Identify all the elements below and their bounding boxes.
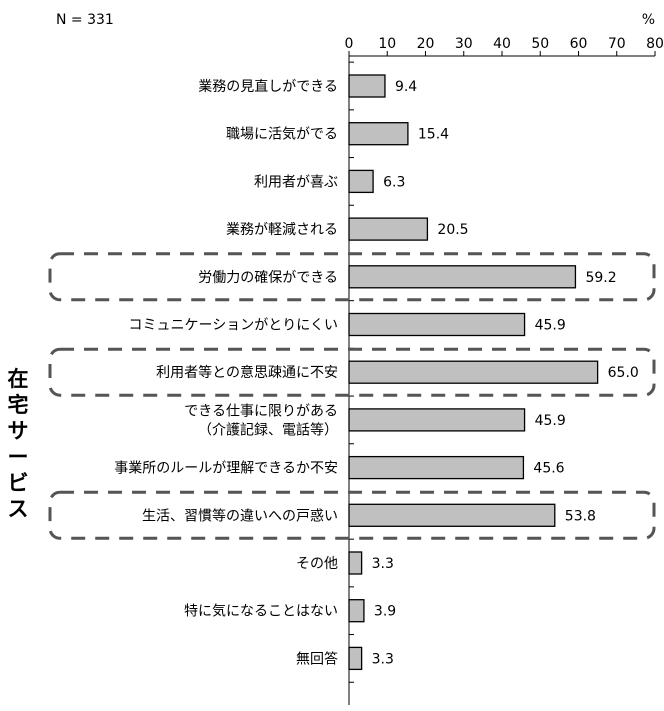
bar [348, 312, 526, 337]
bar [348, 74, 386, 98]
value-label: 6.3 [383, 174, 405, 190]
bar [348, 599, 365, 623]
bar [348, 360, 599, 384]
x-tick-label: 40 [493, 36, 511, 52]
x-tick-label: 70 [608, 36, 626, 52]
category-label: 利用者等との意思疎通に不安 [156, 364, 338, 381]
bar [348, 646, 363, 671]
value-label: 3.3 [372, 651, 394, 667]
value-label: 45.6 [533, 461, 564, 477]
category-label: コミュニケーションがとりにくい [129, 318, 338, 334]
x-tick-label: 30 [455, 36, 473, 52]
bar [348, 122, 409, 146]
x-tick-label: 0 [345, 36, 354, 52]
bar [348, 169, 374, 194]
value-label: 53.8 [565, 508, 596, 524]
bar [348, 551, 363, 575]
x-tick-label: 50 [531, 36, 549, 52]
category-group-label: 在宅サービス [7, 367, 29, 521]
sample-size-label: N = 331 [56, 12, 114, 28]
category-label: 事業所のルールが理解できるか不安 [114, 461, 338, 477]
category-label: 特に気になることはない [184, 604, 338, 620]
x-tick-label: 80 [646, 36, 664, 52]
category-label: 生活、習慣等の違いへの戸惑い [142, 507, 338, 524]
bar [348, 265, 577, 289]
value-label: 65.0 [608, 365, 639, 381]
category-label: その他 [296, 556, 338, 572]
highlight-box [48, 490, 656, 540]
value-label: 45.9 [535, 413, 566, 429]
x-tick-label: 10 [378, 36, 396, 52]
value-label: 20.5 [437, 222, 468, 238]
category-label: 職場に活気がでる [226, 127, 338, 143]
value-label: 3.3 [372, 556, 394, 572]
x-tick-label: 60 [570, 36, 588, 52]
category-label: 利用者が喜ぶ [254, 174, 338, 190]
value-label: 59.2 [585, 270, 616, 286]
highlight-box [48, 252, 656, 302]
category-label: 業務の見直しができる [198, 78, 338, 95]
bar [348, 217, 429, 241]
value-label: 15.4 [418, 127, 449, 143]
highlight-box [48, 347, 656, 397]
x-tick-label: 20 [417, 36, 435, 52]
category-label: 無回答 [296, 650, 338, 667]
bar [348, 408, 526, 432]
value-label: 3.9 [374, 604, 396, 620]
category-label: 労働力の確保ができる [198, 270, 338, 286]
value-label: 45.9 [535, 318, 566, 334]
value-label: 9.4 [395, 79, 417, 95]
bar [348, 503, 556, 527]
unit-label: % [642, 12, 655, 28]
category-label: 業務が軽減される [226, 221, 338, 238]
category-label: できる仕事に限りがある（介護記録、電話等） [184, 403, 338, 438]
bar [348, 455, 525, 480]
